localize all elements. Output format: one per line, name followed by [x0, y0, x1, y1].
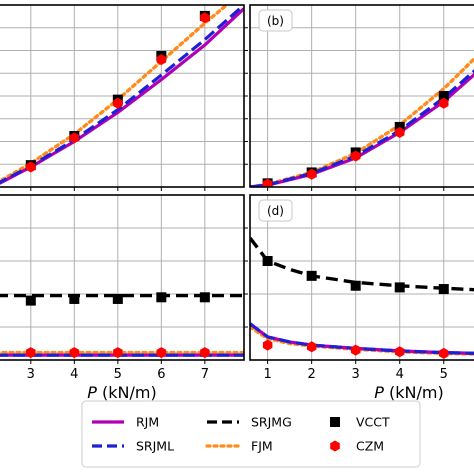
series-group: [250, 236, 474, 359]
czm-marker: [439, 347, 449, 359]
x-tick-label: 4: [396, 367, 404, 382]
czm-marker: [156, 54, 167, 66]
czm-marker: [350, 344, 361, 356]
vcct-marker: [156, 292, 167, 303]
x-tick-label: 5: [114, 367, 122, 382]
axes-frame: [249, 194, 474, 361]
legend-label: FJM: [251, 439, 273, 454]
series-line-srjml: [250, 322, 474, 355]
czm-marker: [395, 346, 405, 358]
czm-marker: [26, 347, 36, 359]
legend-box: [81, 400, 421, 468]
czm-marker: [113, 347, 123, 359]
czm-marker: [200, 12, 210, 24]
czm-marker: [350, 150, 361, 162]
vcct-marker: [112, 293, 123, 304]
czm-marker: [262, 339, 273, 351]
czm-marker: [395, 126, 405, 138]
czm-marker: [113, 97, 123, 109]
legend-item-srjmg: SRJMG: [207, 415, 292, 430]
vcct-marker: [350, 280, 361, 291]
x-tick-label: 3: [27, 367, 35, 382]
legend-item-vcct: VCCT: [330, 415, 390, 430]
legend-item-rjm: RJM: [92, 415, 159, 430]
czm-marker: [306, 341, 317, 353]
legend-marker: [330, 440, 340, 452]
series-group: [0, 292, 244, 359]
czm-marker: [156, 347, 167, 359]
vcct-marker: [69, 293, 80, 304]
panel-label-box: [258, 199, 293, 222]
panel-bottom-left: 3 4 5 6 7 P (kN/m): [0, 194, 248, 402]
czm-marker: [306, 168, 317, 180]
panel-label: (d): [267, 204, 284, 218]
legend-marker: [330, 417, 340, 427]
series-group: [250, 56, 474, 187]
czm-marker: [439, 97, 449, 109]
czm-marker: [69, 347, 80, 359]
axes-frame: [0, 194, 245, 361]
series-group: [0, 5, 244, 185]
axes-frame: [249, 4, 474, 188]
czm-marker: [69, 132, 80, 144]
vcct-marker: [199, 292, 210, 303]
plot-area: [250, 195, 474, 360]
legend-label: VCCT: [356, 415, 390, 430]
vcct-marker: [262, 256, 273, 266]
vcct-marker: [438, 91, 449, 101]
czm-marker: [26, 161, 36, 173]
legend-label: SRJML: [136, 439, 174, 454]
x-tick-label: 6: [157, 367, 165, 382]
panel-label: (b): [267, 14, 284, 28]
series-line-srjmg: [250, 236, 474, 292]
x-tick-label: 5: [440, 367, 448, 382]
legend-label: RJM: [136, 415, 159, 430]
x-tick-label: 4: [70, 367, 78, 382]
vcct-marker: [306, 270, 317, 281]
panel-top-left: [0, 4, 248, 191]
vcct-marker: [438, 284, 449, 295]
plot-area: [0, 195, 244, 360]
x-tick-label: 3: [352, 367, 360, 382]
x-tick-label: 2: [308, 367, 316, 382]
czm-marker: [262, 178, 273, 187]
legend-item-czm: CZM: [330, 439, 384, 454]
x-tick-label: 7: [201, 367, 209, 382]
x-tick-label: 1: [263, 367, 271, 382]
vcct-marker: [25, 295, 36, 306]
legend-label: CZM: [356, 439, 384, 454]
legend: RJM SRJMG VCCT SRJML FJM CZM: [81, 400, 421, 468]
czm-marker: [200, 347, 210, 359]
legend-item-srjml: SRJML: [92, 439, 174, 454]
vcct-marker: [394, 282, 405, 293]
legend-label: SRJMG: [251, 415, 292, 430]
x-axis-title: P (kN/m): [374, 383, 443, 402]
panel-label-box: [258, 9, 293, 32]
legend-item-fjm: FJM: [205, 439, 273, 454]
panel-top-right: (b): [249, 4, 474, 191]
x-axis-title: P (kN/m): [87, 383, 156, 402]
panel-bottom-right: 1 2 3 4 5P (kN/m) (d): [249, 194, 474, 402]
